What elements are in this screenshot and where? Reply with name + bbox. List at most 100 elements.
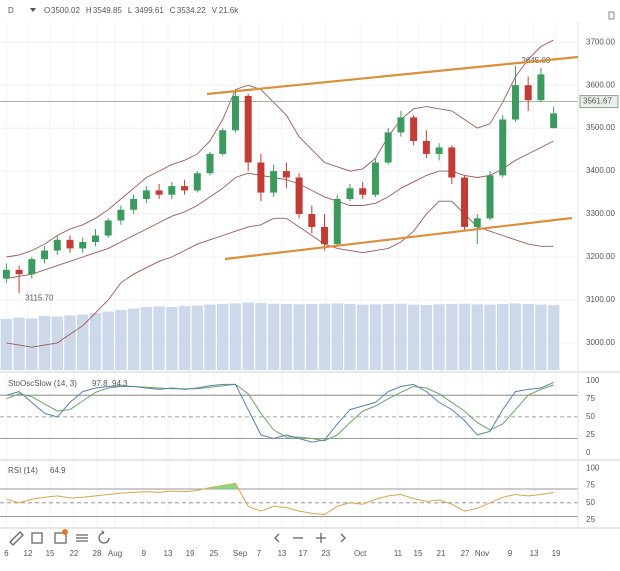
candle-body: [295, 177, 303, 215]
x-tick-label: 21: [437, 549, 446, 558]
trend-line: [206, 55, 579, 96]
x-tick-label: 13: [164, 549, 173, 558]
candle-body: [66, 239, 74, 249]
volume-bar: [166, 307, 178, 370]
x-tick-label: Sep: [233, 549, 248, 558]
volume-bar: [38, 316, 51, 370]
x-tick-label: Oct: [354, 549, 367, 558]
candle-body: [53, 239, 61, 251]
candle-body: [550, 113, 558, 129]
candle-body: [231, 95, 239, 131]
candle-body: [321, 226, 329, 245]
candle-body: [499, 119, 507, 176]
volume-bar: [77, 314, 89, 370]
candle-body: [486, 175, 494, 219]
volume-bar: [497, 304, 509, 370]
volume-bar: [64, 315, 76, 370]
ohlc-value: 3549.85: [93, 6, 122, 15]
scroll-right[interactable]: [340, 533, 346, 543]
candle-body: [155, 190, 163, 195]
y-tick-label: 3000.00: [586, 338, 615, 347]
candle-body: [461, 177, 469, 227]
candle-body: [168, 186, 176, 195]
object-icon[interactable]: [31, 532, 43, 544]
y-tick-label: 3200.00: [586, 252, 615, 261]
pencil-icon[interactable]: [9, 531, 24, 546]
y-tick-label: 25: [586, 430, 595, 439]
x-tick-label: 15: [414, 549, 423, 558]
trend-line: [224, 216, 573, 261]
scroll-left[interactable]: [274, 533, 280, 543]
volume-bar: [191, 305, 203, 370]
volume-bar: [115, 310, 127, 370]
ohlc-label: C: [170, 6, 176, 15]
indicator-icon[interactable]: [54, 532, 67, 544]
volume-bar: [140, 307, 153, 370]
volume-bar: [446, 304, 458, 370]
stoch-k-value: 97.8: [92, 379, 108, 388]
volume-bar: [331, 303, 343, 370]
volume-bar: [153, 306, 165, 370]
volume-bar: [229, 303, 242, 370]
volume-bar: [242, 302, 254, 370]
y-tick-label: 50: [586, 498, 595, 507]
candle-body: [448, 147, 456, 178]
volume-bar: [458, 303, 471, 370]
price-annotation: 3115.70: [25, 293, 54, 302]
candle-body: [91, 235, 99, 242]
candle-body: [422, 141, 430, 154]
toolbar: [9, 529, 346, 546]
volume-bar: [293, 304, 305, 370]
volume-bar: [204, 304, 216, 370]
candle-body: [206, 153, 214, 174]
reset-icon[interactable]: [98, 530, 110, 544]
volume-bar: [407, 304, 420, 370]
y-tick-label: 3500.00: [586, 123, 615, 132]
interval: D: [8, 6, 14, 15]
x-tick-label: 11: [394, 549, 403, 558]
candle-body: [410, 117, 418, 142]
candle-body: [435, 147, 443, 154]
volume-bar: [178, 306, 191, 370]
stoch-d: [6, 383, 554, 442]
volume-bar: [306, 304, 318, 370]
candle-body: [524, 85, 532, 101]
zoom-in[interactable]: [316, 533, 326, 543]
x-tick-label: Nov: [475, 549, 489, 558]
volume-bar: [509, 303, 522, 370]
volume-bar: [484, 304, 496, 370]
candle-body: [130, 199, 138, 210]
volume-bar: [357, 304, 369, 370]
x-tick-label: 9: [508, 549, 513, 558]
y-tick-label: 100: [586, 376, 600, 385]
settings-icon[interactable]: [76, 534, 88, 542]
volume-bar: [267, 303, 280, 370]
candle-body: [142, 190, 150, 200]
ohlc-label: L: [128, 6, 133, 15]
candle-body: [511, 85, 519, 120]
ohlc-label: H: [86, 6, 92, 15]
candle-body: [79, 241, 87, 249]
volume-bar: [255, 303, 267, 370]
x-tick-label: 13: [530, 549, 539, 558]
ohlc-label: V: [212, 6, 218, 15]
last-price-label: 3561.67: [583, 97, 612, 106]
volume-bar: [547, 305, 560, 370]
panel-title: StoOscSlow (14, 3): [8, 379, 77, 388]
y-tick-label: 3600.00: [586, 80, 615, 89]
dropdown-icon[interactable]: [30, 8, 36, 12]
candle-body: [333, 199, 341, 245]
panel-title: RSI (14): [8, 466, 38, 475]
x-tick-label: 27: [461, 549, 470, 558]
x-tick-label: 19: [552, 549, 561, 558]
volume-bar: [26, 318, 38, 370]
volume-bar: [127, 308, 140, 370]
candle-body: [104, 220, 112, 236]
ohlc-label: O: [44, 6, 50, 15]
candle-body: [397, 117, 405, 133]
stoch-k: [6, 381, 554, 443]
candle-body: [181, 186, 189, 191]
menu-icon[interactable]: [608, 11, 615, 20]
volume-bar: [280, 304, 293, 370]
